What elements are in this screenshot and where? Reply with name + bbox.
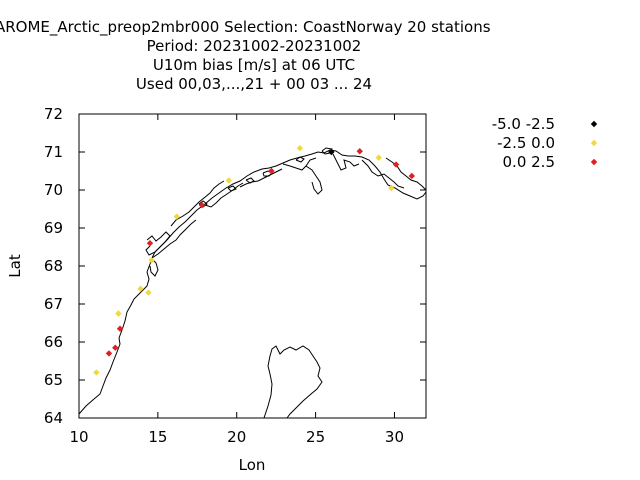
data-points xyxy=(93,145,416,376)
station-point-series-1 xyxy=(225,177,233,184)
y-tick-label: 70 xyxy=(44,181,63,199)
y-tick-label: 72 xyxy=(44,105,63,123)
y-tick-label: 65 xyxy=(44,371,63,389)
station-point-series-2 xyxy=(105,350,113,357)
legend: -5.0 -2.5-2.5 0.00.0 2.5 xyxy=(492,115,598,171)
station-point-series-2 xyxy=(356,148,363,155)
chart-title-line-4: Used 00,03,...,21 + 00 03 ... 24 xyxy=(136,75,372,93)
y-axis-label: Lat xyxy=(6,254,24,278)
legend-marker xyxy=(590,158,598,166)
legend-marker xyxy=(590,120,598,128)
coastline-map xyxy=(78,147,427,419)
legend-label: -2.5 0.0 xyxy=(497,134,555,152)
station-point-series-1 xyxy=(375,154,382,161)
y-tick-label: 67 xyxy=(44,295,63,313)
station-point-series-1 xyxy=(115,310,122,317)
station-point-series-1 xyxy=(145,289,152,296)
chart-title-line-1: AROME_Arctic_preop2mbr000 Selection: Coa… xyxy=(0,18,491,37)
station-point-series-2 xyxy=(268,167,275,175)
station-point-series-2 xyxy=(408,172,416,180)
x-tick-label: 25 xyxy=(306,428,325,446)
station-point-series-1 xyxy=(137,285,144,292)
x-tick-label: 10 xyxy=(69,428,88,446)
station-point-series-1 xyxy=(296,145,304,152)
station-point-series-2 xyxy=(198,202,206,209)
legend-label: 0.0 2.5 xyxy=(503,153,555,171)
legend-label: -5.0 -2.5 xyxy=(492,115,555,133)
station-point-series-1 xyxy=(148,257,155,264)
x-axis-label: Lon xyxy=(239,456,266,474)
axes: 10 15 20 25 30 64 65 66 67 68 69 70 71 72 xyxy=(44,105,427,446)
legend-marker xyxy=(590,139,598,147)
y-tick-label: 64 xyxy=(44,409,63,427)
y-tick-label: 69 xyxy=(44,219,63,237)
station-point-series-2 xyxy=(112,344,119,351)
station-point-series-1 xyxy=(388,184,395,192)
station-point-series-0 xyxy=(328,148,335,156)
x-tick-label: 30 xyxy=(385,428,404,446)
station-point-series-1 xyxy=(173,213,180,220)
y-tick-label: 68 xyxy=(44,257,63,275)
station-point-series-2 xyxy=(116,325,124,332)
chart-title-line-2: Period: 20231002-20231002 xyxy=(147,37,362,55)
x-tick-label: 15 xyxy=(148,428,167,446)
station-point-series-1 xyxy=(93,369,100,376)
chart-title-line-3: U10m bias [m/s] at 06 UTC xyxy=(153,56,355,74)
station-point-series-2 xyxy=(146,240,154,247)
x-tick-label: 20 xyxy=(227,428,246,446)
y-tick-label: 71 xyxy=(44,143,63,161)
station-point-series-2 xyxy=(392,161,400,168)
y-tick-label: 66 xyxy=(44,333,63,351)
plot-frame xyxy=(78,113,427,419)
